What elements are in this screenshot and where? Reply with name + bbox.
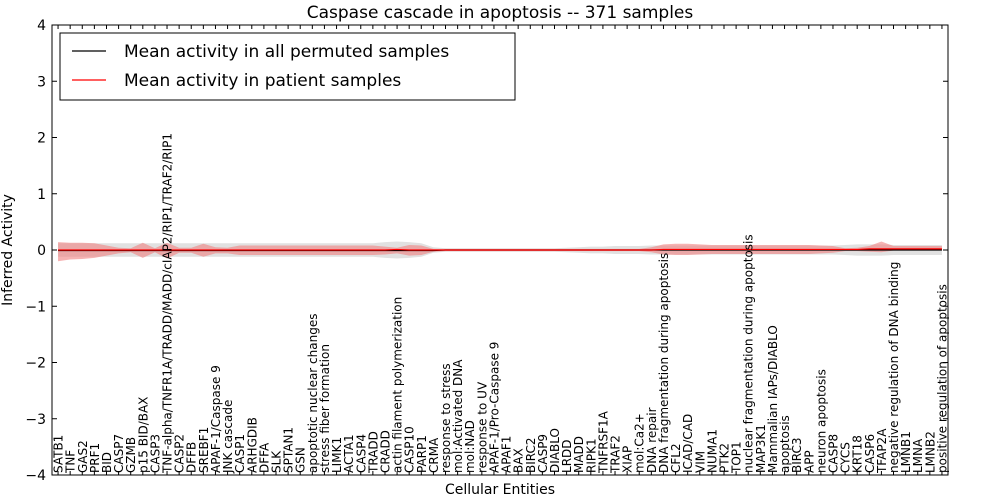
x-tick-label: XIAP: [621, 446, 635, 473]
patient-std-band: [58, 241, 942, 262]
x-tick-label: CASP7: [112, 434, 126, 473]
y-tick-label: 2: [37, 131, 46, 147]
x-tick-label: DFFB: [185, 442, 199, 473]
x-tick-label: RIPK1: [584, 438, 598, 473]
x-tick-label: LRDD: [560, 439, 574, 473]
x-tick-label: LMNA: [911, 438, 925, 473]
x-tick-label: CFL2: [669, 443, 683, 473]
x-tick-label: negative regulation of DNA binding: [887, 262, 901, 473]
x-tick-label: ACTA1: [342, 434, 356, 473]
x-tick-label: APP: [802, 450, 816, 473]
x-tick-label: positive regulation of apoptosis: [935, 284, 949, 473]
x-tick-label: actin filament polymerization: [391, 297, 405, 473]
x-tick-label: TNFRSF1A: [596, 410, 610, 474]
legend: Mean activity in all permuted samples Me…: [59, 32, 516, 101]
x-tick-label: LMNB2: [923, 431, 937, 473]
x-tick-label: NUMA1: [705, 429, 719, 473]
series-lines: [58, 248, 942, 252]
x-tick-label: TNF: [64, 450, 78, 474]
x-tick-label: SATB1: [52, 435, 66, 473]
legend-box: [59, 32, 516, 101]
x-tick-label: DNA repair: [645, 407, 659, 473]
patient-mean-line: [58, 248, 942, 251]
x-tick-label: APAF-1/Pro-Caspase 9: [487, 342, 501, 473]
y-tick-label: 3: [37, 74, 46, 90]
x-tick-label: APAF1: [500, 436, 514, 473]
x-tick-label: CASP1: [233, 434, 247, 473]
y-tick-label: −4: [25, 468, 46, 484]
x-tick-label: response to stress: [439, 363, 453, 473]
x-tick-label: CASP3: [148, 434, 162, 473]
x-tick-label: CRADD: [378, 430, 392, 473]
x-tick-label: BIRC3: [790, 437, 804, 473]
x-tick-label: nuclear fragmentation during apoptosis: [742, 234, 756, 473]
x-tick-label: mol:Activated DNA: [451, 359, 465, 473]
x-tick-label: ARHGDIB: [245, 417, 259, 473]
x-tick-label: stress fiber formation: [318, 344, 332, 473]
x-tick-label: TFAP2A: [875, 428, 889, 474]
x-tick-label: MAP3K1: [754, 424, 768, 473]
x-tick-label: GZMB: [124, 437, 138, 473]
x-tick-label: CASP8: [826, 434, 840, 473]
x-tick-label: DIABLO: [548, 428, 562, 473]
x-tick-label: mol:Ca2+: [633, 413, 647, 473]
x-tick-label: response to UV: [475, 381, 489, 473]
x-tick-label: CASP6: [863, 434, 877, 473]
x-tick-label: TNF-alpha/TNFR1A/TRADD/MADD/cIAP2/RIP1/T…: [161, 133, 175, 474]
x-tick-label: CYCS: [839, 442, 853, 473]
x-tick-label: GAS2: [76, 440, 90, 473]
x-tick-label: apoptosis: [778, 415, 792, 473]
x-tick-label: PRF1: [88, 443, 102, 473]
y-tick-label: −2: [25, 356, 46, 372]
x-tick-label: MADD: [572, 436, 586, 473]
x-tick-label: TOP1: [730, 441, 744, 474]
x-tick-label: PTK2: [718, 443, 732, 473]
x-tick-label: JNK cascade: [221, 400, 235, 474]
x-tick-label: mol:NAD: [463, 420, 477, 473]
x-tick-label: TRAF2: [609, 435, 623, 474]
y-axis-label: Inferred Activity: [0, 194, 16, 306]
y-tick-label: 1: [37, 187, 46, 203]
y-axis: 4 3 2 1 0 −1 −2 −3 −4: [25, 18, 948, 484]
x-tick-label: CASP9: [536, 434, 550, 473]
y-tick-label: −1: [25, 299, 46, 315]
x-tick-label: BAX: [512, 448, 526, 473]
x-tick-label: ICAD/CAD: [681, 414, 695, 473]
x-tick-label: CASP2: [173, 434, 187, 473]
x-tick-label: apoptotic nuclear changes: [306, 314, 320, 473]
x-tick-label: CASP10: [403, 426, 417, 473]
x-tick-label: VIM: [693, 451, 707, 473]
x-tick-label: BID: [100, 452, 114, 473]
y-tick-label: −3: [25, 412, 46, 428]
legend-label-permuted: Mean activity in all permuted samples: [124, 42, 449, 62]
x-tick-label: neuron apoptosis: [814, 369, 828, 473]
x-axis-label: Cellular Entities: [445, 482, 555, 498]
x-tick-label: DNA fragmentation during apoptosis: [657, 253, 671, 473]
x-tick-label: GSN: [294, 447, 308, 473]
x-tick-label: SPTAN1: [282, 427, 296, 473]
x-tick-label: TRADD: [366, 431, 380, 474]
y-tick-label: 4: [37, 18, 46, 34]
x-tick-label: DFFA: [257, 442, 271, 473]
y-tick-label: 0: [37, 243, 46, 259]
x-tick-label: BIRC2: [524, 437, 538, 473]
x-tick-label: PARP1: [415, 435, 429, 473]
x-tick-label: APAF-1/Caspase 9: [209, 365, 223, 473]
x-tick-label: CASP4: [354, 434, 368, 473]
x-tick-label: SLK: [270, 450, 284, 473]
chart-title: Caspase cascade in apoptosis -- 371 samp…: [307, 3, 694, 23]
x-tick-label: SREBF1: [197, 427, 211, 473]
x-tick-label: KRT18: [851, 435, 865, 473]
x-tick-label: Mammalian IAPs/DIABLO: [766, 325, 780, 473]
legend-label-patient: Mean activity in patient samples: [124, 71, 401, 91]
x-tick-label: LMNB1: [899, 431, 913, 473]
x-tick-label: LIMK1: [330, 437, 344, 473]
x-tick-label: p15 BID/BAX: [136, 397, 150, 473]
x-tick-label: CRMA: [427, 437, 441, 473]
